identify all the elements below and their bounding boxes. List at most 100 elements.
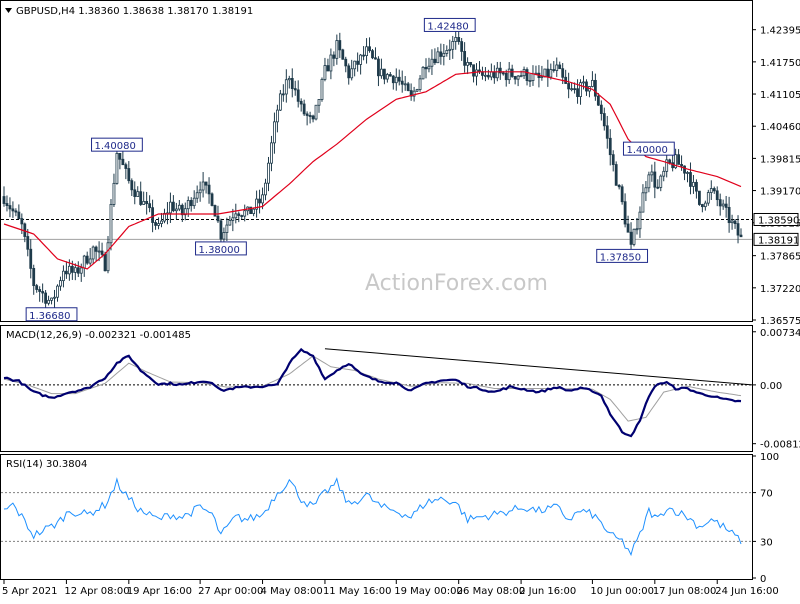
candle-body — [228, 220, 232, 226]
candle-body — [53, 296, 56, 299]
candle — [593, 73, 597, 101]
candle — [302, 99, 306, 116]
candle-body — [186, 200, 190, 210]
candle-body — [26, 236, 30, 250]
candle-body — [582, 81, 585, 84]
candle-body — [495, 67, 499, 79]
candle-body — [41, 291, 45, 294]
candle — [439, 43, 443, 65]
candle — [276, 104, 279, 133]
rsi-tick-label: 0 — [760, 574, 766, 585]
candle — [492, 65, 496, 84]
candle-body — [522, 69, 526, 77]
macd-tick-label: 0.007342 — [760, 328, 800, 339]
candle — [718, 193, 722, 216]
price-marker-box — [753, 232, 799, 246]
candle — [255, 190, 259, 218]
candle-body — [391, 75, 395, 84]
candle — [163, 208, 166, 224]
candle — [350, 59, 354, 81]
candle-body — [703, 202, 707, 208]
macd-line — [3, 347, 742, 438]
candle-body — [252, 208, 256, 214]
candle — [204, 181, 208, 194]
candle-body — [570, 88, 574, 91]
candle — [391, 75, 395, 90]
candle-body — [35, 285, 39, 290]
candle-body — [593, 79, 597, 97]
price-header: GBPUSD,H4 1.38360 1.38638 1.38170 1.3819… — [16, 6, 253, 17]
candle-body — [377, 58, 380, 77]
candle — [347, 63, 351, 85]
candle-body — [626, 223, 630, 233]
candle — [293, 80, 297, 96]
price-annotation: 1.38000 — [195, 241, 247, 256]
candle — [183, 202, 187, 221]
candle-body — [73, 267, 77, 273]
candle — [145, 191, 149, 215]
candle-body — [635, 228, 639, 231]
rsi-plot — [1, 477, 752, 557]
candle-body — [680, 164, 683, 167]
candle-body — [302, 103, 306, 115]
candle — [290, 68, 294, 98]
annotation-box — [25, 307, 78, 322]
candle-body — [439, 51, 443, 57]
price-marker-1: 1.38191 — [753, 232, 799, 246]
candle — [332, 51, 336, 67]
annotation-label: 1.36680 — [29, 311, 70, 322]
candle — [246, 206, 250, 216]
price-tick-label: 1.39815 — [760, 154, 800, 165]
price-tick-label: 1.41105 — [760, 90, 800, 101]
candle — [127, 161, 131, 184]
candle-body — [70, 265, 74, 273]
rsi-tick-label: 100 — [760, 452, 779, 463]
price-tick-label: 1.39170 — [760, 187, 800, 198]
candle — [133, 181, 137, 205]
candle — [534, 65, 538, 76]
candle-body — [611, 154, 615, 165]
annotation-box — [423, 17, 476, 32]
candle-body — [525, 69, 529, 82]
candle-body — [715, 190, 719, 201]
candle-body — [314, 104, 318, 120]
candle — [157, 217, 160, 230]
candle — [605, 115, 609, 149]
candle-body — [632, 228, 636, 245]
candle-body — [718, 199, 722, 207]
candle — [284, 69, 288, 103]
price-marker-label: 1.38590 — [758, 215, 799, 226]
candle-body — [596, 95, 600, 106]
candle — [692, 175, 695, 194]
candle-body — [460, 41, 464, 52]
candle-body — [234, 213, 238, 219]
candle — [56, 284, 59, 302]
time-tick-label: 4 May 08:00 — [261, 586, 323, 597]
candle — [445, 45, 449, 57]
candle-body — [475, 69, 478, 77]
candle — [552, 61, 556, 73]
dropdown-triangle-icon[interactable] — [5, 8, 12, 13]
candle — [727, 196, 731, 233]
candle — [207, 177, 211, 204]
candle — [739, 228, 743, 238]
candle-body — [148, 203, 152, 209]
candle — [124, 162, 128, 180]
candle — [11, 201, 15, 218]
candle — [335, 34, 339, 65]
candle-body — [195, 192, 199, 199]
price-tick-label: 1.36575 — [760, 316, 800, 327]
candle-body — [103, 254, 107, 272]
price-marker-box — [753, 212, 799, 226]
candle-body — [59, 280, 62, 287]
candle — [374, 47, 377, 60]
candle-body — [305, 113, 309, 116]
macd-plot — [1, 347, 753, 438]
candle — [91, 245, 95, 264]
candle-body — [338, 40, 342, 51]
candle-body — [516, 75, 520, 80]
candle — [540, 65, 544, 81]
candle-body — [88, 258, 92, 264]
candle — [59, 276, 62, 291]
